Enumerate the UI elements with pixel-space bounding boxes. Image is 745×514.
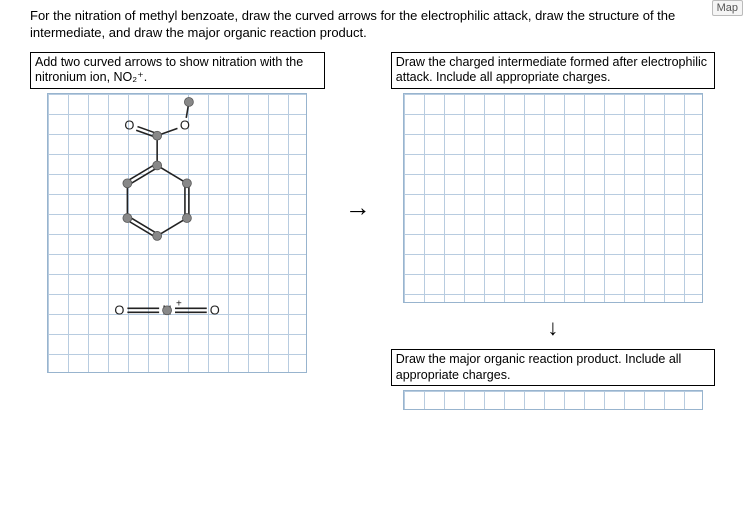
panels-row: Add two curved arrows to show nitration … (30, 52, 715, 411)
question-text: For the nitration of methyl benzoate, dr… (30, 8, 715, 42)
svg-text:O: O (180, 118, 190, 133)
svg-text:+: + (176, 298, 182, 309)
svg-text:O: O (125, 118, 135, 133)
molecule-svg: OON+OO (48, 94, 306, 372)
right-panel-group: Draw the charged intermediate formed aft… (391, 52, 715, 411)
svg-text:O: O (210, 302, 220, 317)
left-panel-label: Add two curved arrows to show nitration … (30, 52, 325, 89)
arrow-down-icon: ↓ (391, 315, 715, 341)
arrow-right-icon: → (345, 192, 371, 223)
right2-panel-label: Draw the major organic reaction product.… (391, 349, 715, 386)
left-drawing-canvas[interactable]: OON+OO (47, 93, 307, 373)
right1-panel-label: Draw the charged intermediate formed aft… (391, 52, 715, 89)
map-button[interactable]: Map (712, 0, 743, 16)
svg-text:O: O (115, 302, 125, 317)
right1-drawing-canvas[interactable] (403, 93, 703, 303)
right2-drawing-canvas[interactable] (403, 390, 703, 410)
left-panel: Add two curved arrows to show nitration … (30, 52, 325, 373)
